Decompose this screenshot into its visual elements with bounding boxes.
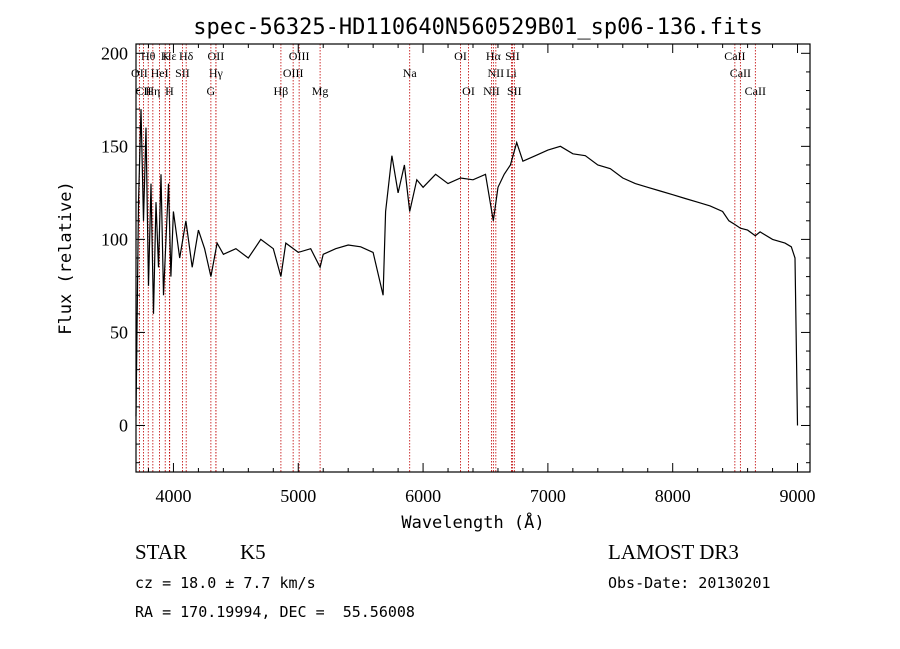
line-label-16: NII bbox=[488, 66, 505, 80]
line-label-21: H bbox=[165, 84, 174, 98]
y-tick-label: 100 bbox=[101, 229, 128, 249]
line-label-3: Hδ bbox=[179, 49, 194, 63]
line-label-27: SII bbox=[507, 84, 522, 98]
axis-ticks: 4000 5000 6000 7000 8000 9000 0 50 100 150 200 bbox=[101, 43, 816, 506]
survey-name: LAMOST DR3 bbox=[608, 540, 739, 564]
x-tick-label: 6000 bbox=[405, 486, 441, 506]
x-tick-label: 4000 bbox=[155, 486, 191, 506]
line-label-18: CaII bbox=[730, 66, 751, 80]
x-axis-label: Wavelength (Å) bbox=[401, 511, 544, 533]
line-label-8: SII bbox=[505, 49, 520, 63]
redshift-cz: cz = 18.0 ± 7.7 km/s bbox=[135, 574, 316, 592]
line-label-17: Li bbox=[506, 66, 517, 80]
line-label-20: Hη bbox=[145, 84, 160, 98]
plot-frame bbox=[135, 43, 811, 473]
x-tick-label: 8000 bbox=[655, 486, 691, 506]
line-label-15: Na bbox=[403, 66, 418, 80]
object-subclass: K5 bbox=[240, 540, 266, 564]
line-label-19: CII bbox=[135, 84, 151, 98]
line-label-24: Mg bbox=[312, 84, 329, 98]
y-tick-label: 200 bbox=[101, 43, 128, 63]
y-axis-label: Flux (relative) bbox=[56, 181, 76, 335]
line-label-14: OIII bbox=[283, 66, 304, 80]
line-label-10: OII bbox=[131, 66, 148, 80]
ra-dec: RA = 170.19994, DEC = 55.56008 bbox=[135, 603, 415, 621]
line-label-26: NII bbox=[483, 84, 500, 98]
line-label-5: OIII bbox=[289, 49, 310, 63]
x-tick-label: 5000 bbox=[280, 486, 316, 506]
x-tick-label: 9000 bbox=[780, 486, 816, 506]
obs-date: Obs-Date: 20130201 bbox=[608, 574, 771, 592]
line-label-28: CaII bbox=[745, 84, 766, 98]
line-label-2: K bbox=[161, 49, 170, 63]
line-label-23: Hβ bbox=[274, 84, 289, 98]
y-tick-label: 50 bbox=[110, 322, 128, 342]
y-tick-label: 0 bbox=[119, 415, 128, 435]
line-label-9: CaII bbox=[724, 49, 745, 63]
line-label-22: G bbox=[207, 84, 216, 98]
line-label-7: Hα bbox=[486, 49, 502, 63]
spectrum-series-line bbox=[135, 109, 799, 426]
line-label-25: OI bbox=[462, 84, 475, 98]
line-label-11: HeI bbox=[151, 66, 169, 80]
line-label-13: Hγ bbox=[209, 66, 224, 80]
y-tick-label: 150 bbox=[101, 136, 128, 156]
object-class: STAR bbox=[135, 540, 187, 564]
line-label-0: Hθ bbox=[141, 49, 156, 63]
x-tick-label: 7000 bbox=[530, 486, 566, 506]
line-label-6: OI bbox=[454, 49, 467, 63]
line-label-12: SII bbox=[175, 66, 190, 80]
chart-title: spec-56325-HD110640N560529B01_sp06-136.f… bbox=[193, 15, 763, 40]
